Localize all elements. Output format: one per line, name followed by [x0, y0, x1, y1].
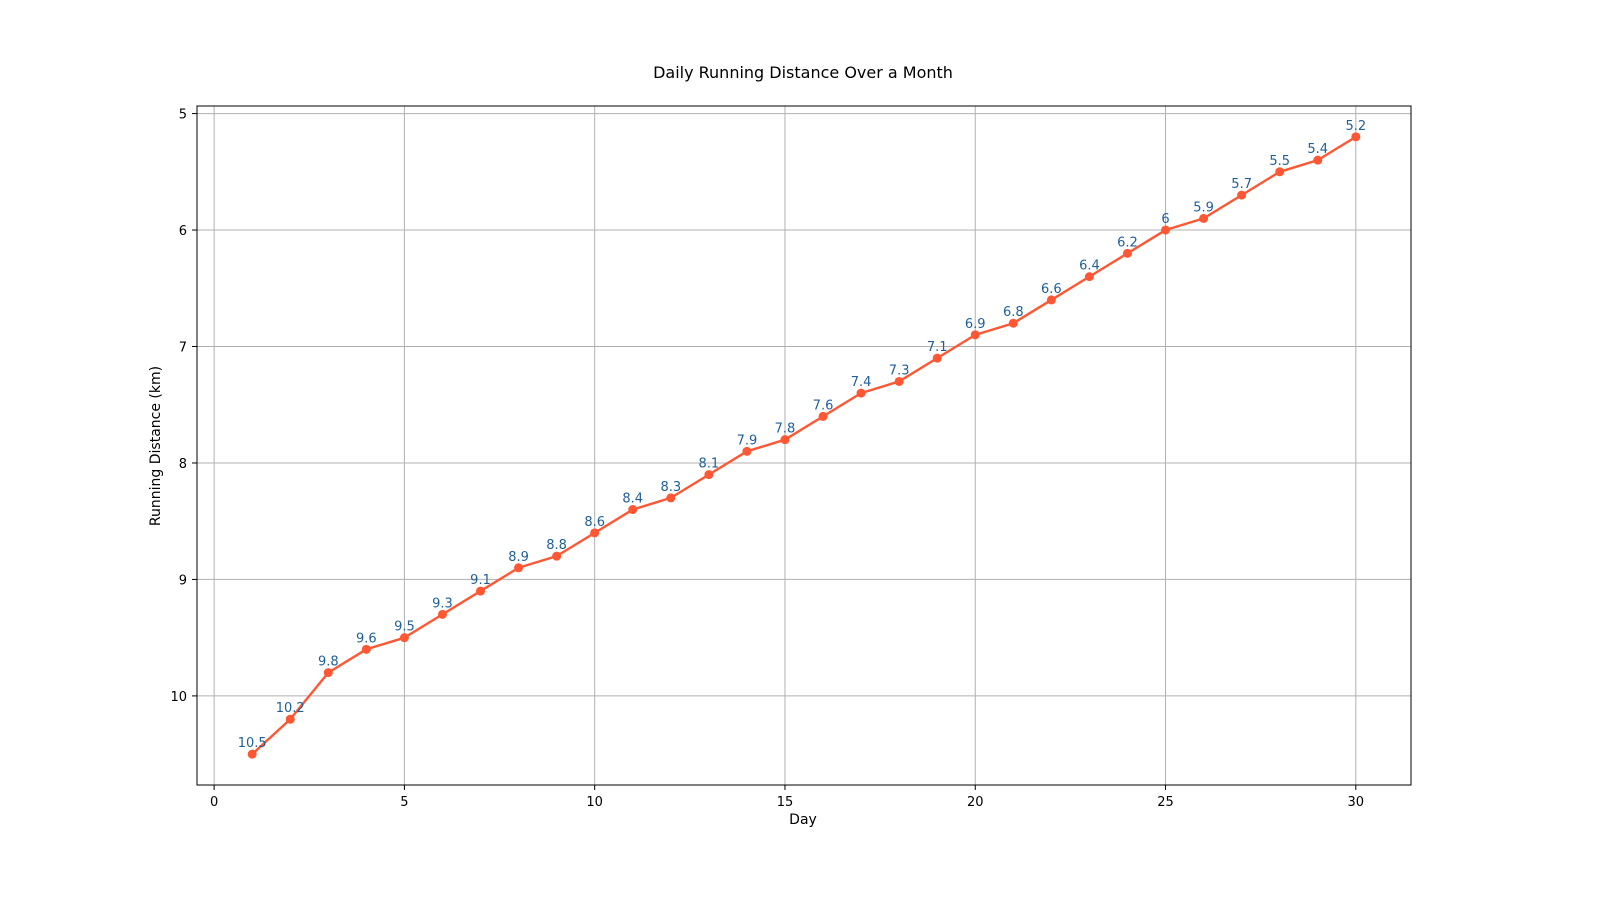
data-point	[552, 551, 562, 561]
series-layer	[247, 132, 1361, 759]
y-axis-title: Running Distance (km)	[148, 366, 164, 526]
data-label: 10.2	[276, 701, 305, 716]
grid	[197, 106, 1411, 785]
data-point	[323, 668, 333, 678]
x-tick-label: 0	[210, 795, 218, 810]
data-point	[1084, 272, 1094, 282]
data-label: 8.8	[546, 538, 567, 553]
data-point	[437, 609, 447, 619]
data-point	[399, 633, 409, 643]
data-point	[818, 411, 828, 421]
data-labels: 10.5 10.2 9.8 9.6 9.5 9.3 9.1 8.9 8.8 8.6 8.4 8.3 8.…	[238, 119, 1366, 751]
x-tick-label: 25	[1157, 795, 1174, 810]
data-point	[666, 493, 676, 503]
chart-title: Daily Running Distance Over a Month	[653, 63, 953, 82]
data-label: 6	[1161, 212, 1169, 227]
data-label: 6.9	[965, 317, 986, 332]
x-tick-label: 30	[1348, 795, 1365, 810]
data-point	[285, 714, 295, 724]
data-point	[856, 388, 866, 398]
data-label: 8.1	[699, 457, 720, 472]
data-label: 9.6	[356, 631, 377, 646]
data-label: 6.2	[1117, 235, 1138, 250]
x-tick-label: 15	[777, 795, 794, 810]
data-label: 7.9	[737, 433, 758, 448]
data-label: 8.6	[584, 515, 605, 530]
data-point	[476, 586, 486, 596]
data-point	[932, 353, 942, 363]
data-label: 7.3	[889, 363, 910, 378]
y-tick-label: 6	[179, 224, 187, 239]
y-tick-label: 8	[179, 457, 187, 472]
data-point	[894, 376, 904, 386]
y-tick-label: 9	[179, 573, 187, 588]
data-label: 9.5	[394, 620, 415, 635]
data-point	[780, 435, 790, 445]
data-label: 5.5	[1269, 154, 1290, 169]
data-label: 6.6	[1041, 282, 1062, 297]
x-tick-label: 10	[586, 795, 603, 810]
y-tick-label: 7	[179, 341, 187, 356]
y-tick-label: 10	[170, 690, 187, 705]
data-label: 8.3	[660, 480, 681, 495]
data-label: 7.4	[851, 375, 872, 390]
axes: 0 5 10 15 20 25 30 5 6 7 8 9 10	[170, 105, 1412, 810]
data-label: 7.6	[813, 398, 834, 413]
data-label: 9.1	[470, 573, 491, 588]
data-label: 5.2	[1345, 119, 1366, 134]
data-point	[628, 505, 638, 515]
x-tick-label: 20	[967, 795, 984, 810]
data-label: 10.5	[238, 736, 267, 751]
data-point	[1313, 155, 1323, 165]
data-label: 6.8	[1003, 305, 1024, 320]
data-point	[1161, 225, 1171, 235]
data-point	[1351, 132, 1361, 142]
data-label: 9.3	[432, 596, 453, 611]
y-tick-label: 5	[179, 108, 187, 123]
data-point	[1199, 213, 1209, 223]
data-point	[514, 563, 524, 573]
data-label: 5.4	[1307, 142, 1328, 157]
data-label: 7.1	[927, 340, 948, 355]
data-point	[742, 446, 752, 456]
series-line	[251, 135, 1357, 756]
data-point	[361, 644, 371, 654]
data-point	[1046, 295, 1056, 305]
data-point	[1275, 167, 1285, 177]
data-label: 5.9	[1193, 200, 1214, 215]
data-point	[1122, 248, 1132, 258]
data-label: 9.8	[318, 655, 339, 670]
data-label: 6.4	[1079, 259, 1100, 274]
x-axis-title: Day	[789, 812, 817, 828]
data-label: 5.7	[1231, 177, 1252, 192]
data-label: 8.9	[508, 550, 529, 565]
data-point	[704, 470, 714, 480]
data-point	[247, 749, 257, 759]
data-point	[590, 528, 600, 538]
data-point	[970, 330, 980, 340]
plot-frame	[196, 105, 1412, 786]
data-point	[1008, 318, 1018, 328]
data-label: 8.4	[622, 492, 643, 507]
x-tick-label: 5	[400, 795, 408, 810]
data-label: 7.8	[775, 422, 796, 437]
data-point	[1237, 190, 1247, 200]
